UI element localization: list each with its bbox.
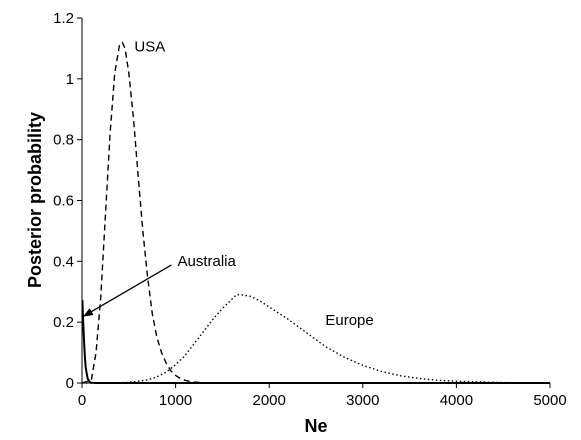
annotation-usa: USA xyxy=(134,38,165,55)
x-tick-label: 0 xyxy=(78,392,86,409)
x-tick-label: 2000 xyxy=(253,392,286,409)
series-europe-line xyxy=(82,294,551,384)
series-australia-line xyxy=(81,299,550,384)
y-tick-label: 0.2 xyxy=(53,314,74,331)
x-tick-label: 4000 xyxy=(440,392,473,409)
annotation-europe: Europe xyxy=(325,312,373,329)
x-axis-title: Ne xyxy=(304,416,327,436)
series-usa-line xyxy=(81,41,550,384)
y-tick-label: 1 xyxy=(66,71,74,88)
annotation-australia: Australia xyxy=(177,253,236,270)
y-tick-label: 0 xyxy=(66,375,74,392)
x-tick-label: 5000 xyxy=(533,392,566,409)
y-tick-label: 0.6 xyxy=(53,193,74,210)
annotation-arrow xyxy=(83,264,172,317)
y-axis-title: Posterior probability xyxy=(25,112,45,288)
y-tick-label: 0.4 xyxy=(53,253,74,270)
plot-area: 0 0.2 0.4 0.6 0.8 1 1.2 0 1000 2000 3000 4000 5000 US… xyxy=(53,10,567,409)
x-tick-label: 1000 xyxy=(159,392,192,409)
y-tick-label: 1.2 xyxy=(53,10,74,27)
y-tick-label: 0.8 xyxy=(53,132,74,149)
x-tick-label: 3000 xyxy=(346,392,379,409)
